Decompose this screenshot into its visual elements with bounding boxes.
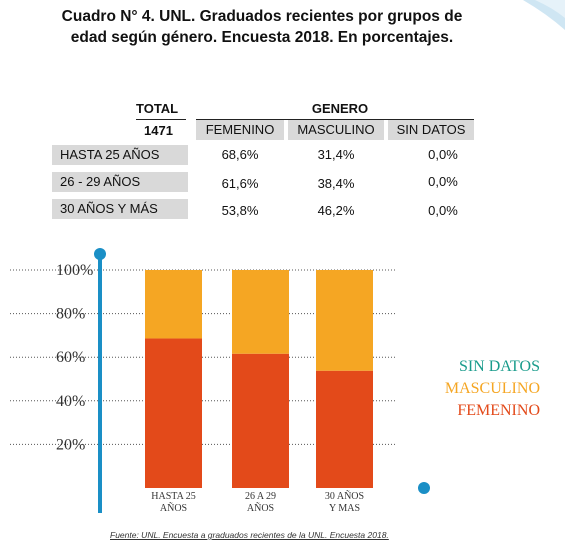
y-tick-40: 40% — [56, 393, 85, 410]
y-tick-100: 100% — [56, 262, 93, 279]
y-tick-labels: 20% 40% 60% 80% 100% — [56, 262, 93, 453]
grid-lines — [10, 269, 395, 445]
cell-30mas-sin-datos: 0,0% — [428, 203, 458, 218]
y-tick-60: 60% — [56, 349, 85, 366]
cell-hasta25-sin-datos: 0,0% — [428, 147, 458, 162]
row-label-hasta-25: HASTA 25 AÑOS — [52, 145, 188, 165]
chart-title: Cuadro N° 4. UNL. Graduados recientes po… — [12, 6, 512, 48]
bar-masculino-1 — [232, 270, 289, 354]
x-tick-2-1: Y MAS — [329, 503, 360, 514]
table-group-label: GENERO — [311, 101, 369, 116]
y-axis-top-dot — [94, 248, 106, 260]
cell-26-29-sin-datos: 0,0% — [428, 174, 458, 189]
x-tick-0-0: HASTA 25 — [151, 491, 195, 502]
cell-26-29-femenino: 61,6% — [221, 176, 259, 191]
x-tick-1-1: AÑOS — [247, 502, 274, 514]
table-total-label: TOTAL — [136, 101, 179, 116]
source-note: Fuente: UNL. Encuesta a graduados recien… — [110, 530, 389, 540]
bar-masculino-0 — [145, 270, 202, 339]
cell-hasta25-masculino: 31,4% — [317, 147, 355, 162]
x-tick-1-0: 26 A 29 — [245, 491, 276, 502]
col-header-masculino: MASCULINO — [288, 120, 384, 140]
row-label-30-mas: 30 AÑOS Y MÁS — [52, 199, 188, 219]
bars — [145, 270, 373, 488]
title-line-1: Cuadro N° 4. UNL. Graduados recientes po… — [61, 8, 463, 25]
cell-30mas-femenino: 53,8% — [221, 203, 259, 218]
cell-26-29-masculino: 38,4% — [317, 176, 355, 191]
legend-masculino: MASCULINO — [444, 380, 540, 397]
legend-femenino: FEMENINO — [457, 402, 540, 419]
cell-30mas-masculino: 46,2% — [317, 203, 355, 218]
bar-masculino-2 — [316, 270, 373, 371]
x-tick-0-1: AÑOS — [160, 502, 187, 514]
x-tick-2-0: 30 AÑOS — [325, 490, 364, 502]
table-header-rule — [136, 119, 186, 120]
cell-hasta25-femenino: 68,6% — [221, 147, 259, 162]
axis-end-dot — [418, 482, 430, 494]
col-header-sin-datos: SIN DATOS — [388, 120, 474, 140]
legend: SIN DATOS MASCULINO FEMENINO — [420, 358, 540, 428]
bar-femenino-0 — [145, 338, 202, 488]
y-axis — [94, 248, 430, 513]
table-group-rule — [196, 119, 474, 120]
col-header-femenino: FEMENINO — [196, 120, 284, 140]
title-line-2: edad según género. Encuesta 2018. En por… — [70, 29, 454, 46]
y-tick-80: 80% — [56, 306, 85, 323]
legend-sin-datos: SIN DATOS — [458, 358, 540, 375]
bar-femenino-1 — [232, 353, 289, 488]
bar-femenino-2 — [316, 370, 373, 488]
row-label-26-29: 26 - 29 AÑOS — [52, 172, 188, 192]
corner-decoration — [523, 0, 565, 30]
table-total-value: 1471 — [144, 123, 173, 138]
y-tick-20: 20% — [56, 436, 85, 453]
